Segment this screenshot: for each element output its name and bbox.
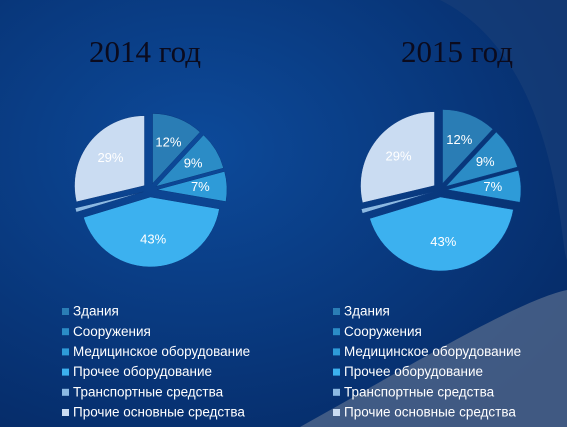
chart-title: 2015 год [401, 34, 513, 69]
legend-label: Прочее оборудование [344, 364, 483, 379]
data-label: 12% [446, 132, 472, 147]
legend-swatch [333, 409, 340, 416]
pie-slice [360, 111, 435, 204]
data-label: 43% [140, 232, 166, 247]
pie-slice [369, 196, 514, 272]
pie-slice [74, 115, 145, 203]
legend-swatch [62, 409, 69, 416]
legend-swatch [62, 368, 69, 376]
swoosh [300, 290, 567, 427]
legend-swatch [62, 388, 69, 396]
data-label: 7% [483, 179, 502, 194]
legend-swatch [62, 328, 69, 336]
legend-label: Медицинское оборудование [344, 344, 521, 359]
legend-swatch [333, 348, 340, 356]
pie-slice [152, 113, 201, 185]
legend-swatch [333, 368, 340, 376]
chart-title: 2014 год [89, 34, 201, 69]
legend-label: Прочее оборудование [73, 364, 212, 379]
legend-swatch [333, 328, 340, 336]
data-label: 7% [191, 179, 210, 194]
pie-slice [156, 171, 228, 202]
legend-swatch [62, 348, 69, 356]
pie-slice [360, 191, 434, 214]
legend-swatch [333, 308, 340, 315]
legend-label: Сооружения [344, 324, 422, 339]
swoosh [440, 0, 567, 260]
pie-slice [74, 191, 144, 213]
pie-slice [83, 196, 220, 268]
pie-slice [445, 131, 518, 187]
legend-label: Транспортные средства [73, 384, 224, 399]
data-label: 29% [97, 150, 123, 165]
legend-label: Сооружения [73, 324, 151, 339]
legend-label: Транспортные средства [344, 384, 495, 399]
legend-swatch [333, 388, 340, 396]
legend-swatch [62, 308, 69, 315]
data-label: 12% [155, 135, 181, 150]
pie-slice [442, 109, 494, 185]
legend-label: Медицинское оборудование [73, 344, 250, 359]
legend-label: Прочие основные средства [73, 405, 245, 420]
pie-slice [155, 134, 224, 187]
data-label: 43% [430, 234, 456, 249]
data-label: 29% [385, 149, 411, 164]
legend-label: Прочие основные средства [344, 405, 516, 420]
pie-slice [446, 170, 522, 203]
data-label: 9% [476, 154, 495, 169]
legend-label: Здания [344, 304, 390, 319]
data-label: 9% [184, 155, 203, 170]
legend-label: Здания [73, 304, 119, 319]
